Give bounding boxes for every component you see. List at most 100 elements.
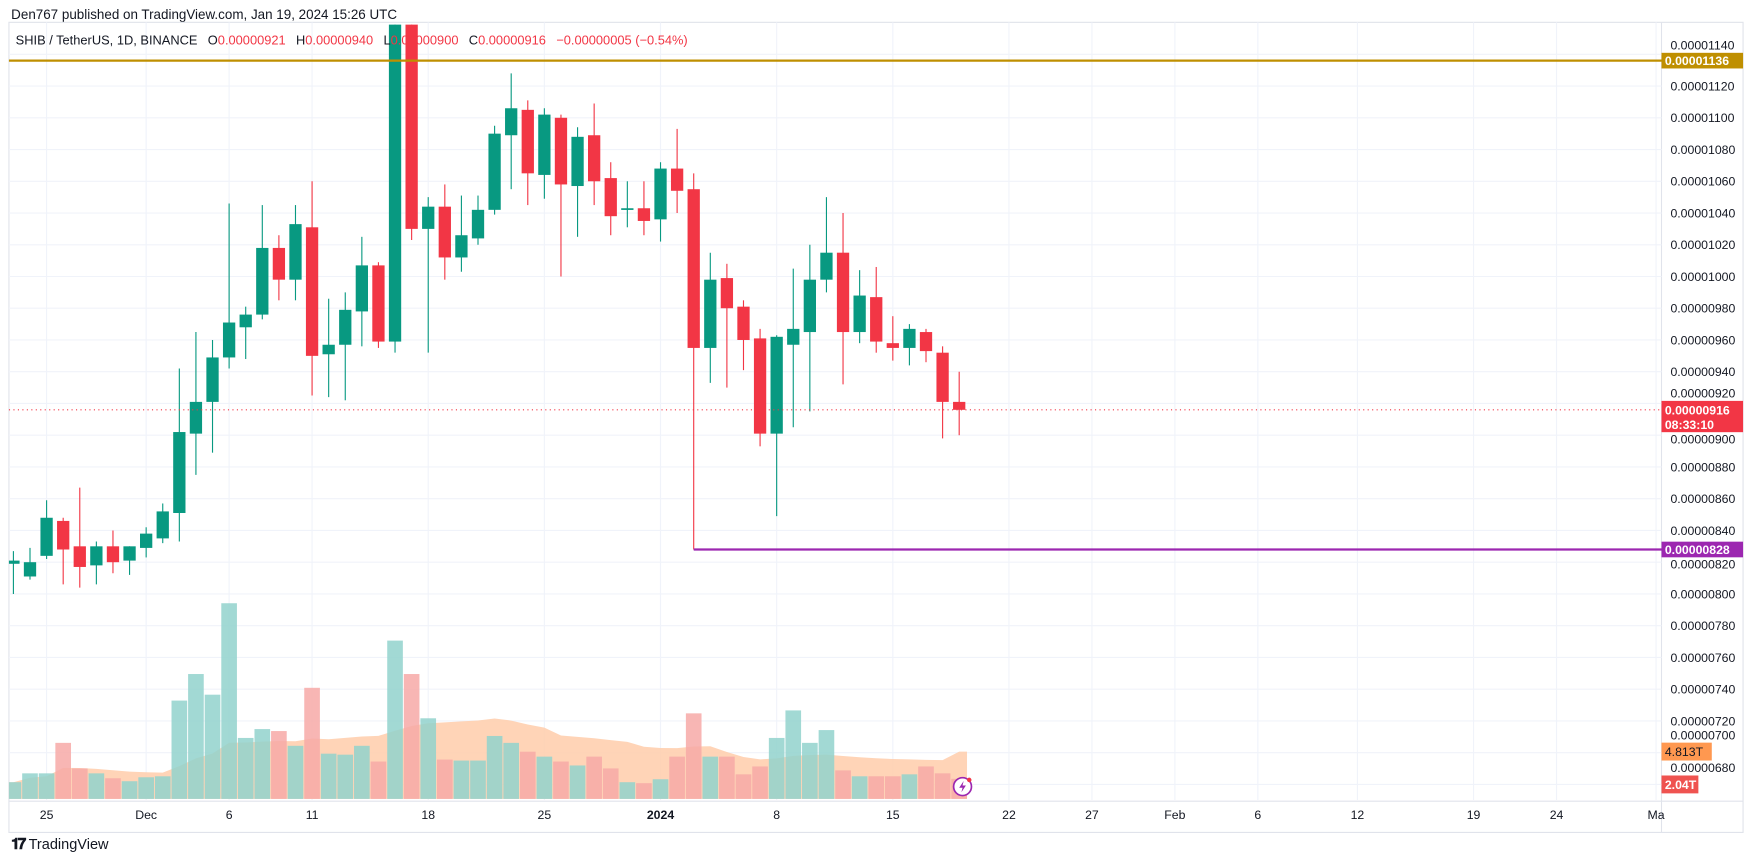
volume-bar <box>486 735 503 799</box>
candle-body <box>803 279 817 333</box>
lightning-bolt <box>959 781 966 793</box>
publish-info: Den767 published on TradingView.com, Jan… <box>11 6 398 23</box>
candle-body <box>206 357 219 402</box>
price-tick-label: 0.00001020 <box>1670 238 1735 252</box>
volume-bar <box>619 782 636 799</box>
volume-ma-tag <box>1661 742 1712 761</box>
price-tick-label: 0.00000880 <box>1670 460 1735 474</box>
candle-body <box>488 133 501 210</box>
time-tick-label: 11 <box>306 808 319 822</box>
candle-body <box>355 265 368 312</box>
time-tick-label: 6 <box>1254 808 1261 822</box>
candle-body <box>903 328 916 348</box>
candle-body <box>90 546 103 566</box>
high-value: 0.00000940 <box>305 34 374 49</box>
candle-body <box>23 562 37 577</box>
level-price-label: 0.00000828 <box>1665 543 1730 557</box>
time-tick-label: 15 <box>886 808 900 822</box>
volume-bar <box>553 761 569 799</box>
price-tick-label: 0.00001080 <box>1670 143 1735 157</box>
volume-bar <box>254 729 271 799</box>
candle-body <box>588 135 601 182</box>
time-tick-label: 18 <box>421 808 435 822</box>
volume-bar <box>470 760 486 799</box>
candle-body <box>787 328 800 345</box>
symbol-name[interactable]: SHIB / TetherUS, 1D, BINANCE <box>15 34 198 49</box>
volume-bar <box>204 694 221 799</box>
volume-bar <box>403 674 420 799</box>
volume-bar <box>586 756 602 799</box>
volume-bar <box>420 718 437 799</box>
candle-body <box>953 401 966 410</box>
volume-bar <box>536 756 553 799</box>
candle-body <box>339 309 352 345</box>
volume-bar <box>8 782 22 799</box>
time-tick-label: Dec <box>135 808 157 822</box>
brand-name[interactable]: TradingView <box>28 835 109 853</box>
volume-bar <box>636 783 652 799</box>
high-label: H <box>295 34 306 49</box>
candle-body <box>936 352 949 402</box>
volume-bar <box>669 756 685 799</box>
open-label: O <box>207 34 218 49</box>
time-tick-label: 27 <box>1085 808 1099 822</box>
candle-body <box>870 297 883 342</box>
time-tick-label: 8 <box>773 808 780 822</box>
lightning-icon[interactable] <box>952 776 973 797</box>
time-tick-label: 22 <box>1002 808 1016 822</box>
candle-body <box>123 546 136 561</box>
candle-body <box>737 306 750 340</box>
candle-body <box>654 168 667 220</box>
candle-body <box>256 247 269 315</box>
footer: 𝟏𝟕 TradingView <box>11 835 108 854</box>
volume-bar <box>901 774 918 799</box>
candle-body <box>438 206 451 258</box>
candle-body <box>704 279 717 348</box>
volume-last-label: 2.04T <box>1665 778 1697 792</box>
candle-body <box>140 533 153 548</box>
volume-bar <box>851 776 868 799</box>
volume-bar <box>884 776 901 799</box>
candle-body <box>57 520 70 550</box>
candle-body <box>919 332 933 352</box>
volume-bar <box>188 674 204 799</box>
volume-last-tag <box>1661 775 1699 794</box>
price-tick-label: 0.00000700 <box>1670 728 1735 742</box>
candle-body <box>820 252 833 280</box>
candle-body <box>505 108 518 136</box>
candle-body <box>836 252 850 333</box>
low-value: 0.00000900 <box>390 34 459 49</box>
candle-body <box>239 314 252 328</box>
volume-bar <box>304 687 320 799</box>
price-tick-label: 0.00000960 <box>1670 333 1735 347</box>
volume-bar <box>38 773 55 799</box>
level-price-label: 0.00001136 <box>1665 54 1729 68</box>
volume-bar <box>785 710 802 799</box>
candle-body <box>289 224 302 280</box>
volume-ma-label: 4.813T <box>1665 745 1704 759</box>
volume-bar <box>138 777 154 799</box>
volume-bar <box>569 765 586 799</box>
time-tick-label: 6 <box>226 808 233 822</box>
volume-bar <box>154 776 171 799</box>
time-tick-label: 2024 <box>647 808 674 822</box>
volume-bar <box>88 773 105 799</box>
volume-bar <box>337 754 354 799</box>
candle-body <box>173 432 186 513</box>
volume-bar <box>768 737 785 799</box>
candle-body <box>538 114 551 175</box>
volume-bar <box>802 742 818 799</box>
price-tick-label: 0.00000820 <box>1670 557 1735 571</box>
price-tick-label: 0.00001040 <box>1670 206 1735 220</box>
candle-body <box>687 189 700 348</box>
candle-body <box>471 209 485 239</box>
volume-bar <box>868 776 885 799</box>
last-price-tag <box>1661 400 1744 433</box>
candle-body <box>106 546 120 563</box>
volume-bar <box>271 731 287 799</box>
volume-bar <box>503 742 520 799</box>
price-tick-label: 0.00000680 <box>1670 761 1735 775</box>
price-tick-label: 0.00000940 <box>1670 365 1735 379</box>
price-tick-label: 0.00000860 <box>1670 492 1735 506</box>
